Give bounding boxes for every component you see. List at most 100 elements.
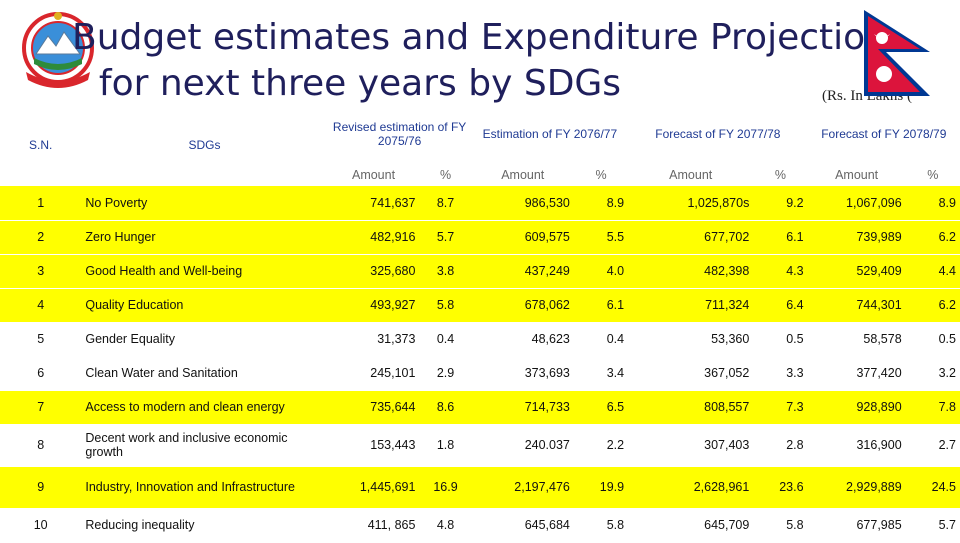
row-percent-2078: 4.4 [905, 254, 960, 289]
row-amount-2077: 1,025,870s [628, 186, 754, 221]
row-sdg: Gender Equality [81, 322, 328, 357]
row-amount-2078: 928,890 [807, 390, 906, 425]
row-amount-2076: 609,575 [471, 220, 574, 255]
row-percent-2078: 0.5 [905, 322, 960, 357]
row-amount-2076: 714,733 [471, 390, 574, 425]
row-percent-2077: 23.6 [753, 466, 808, 509]
row-sdg: Zero Hunger [81, 220, 328, 255]
table-row: 4 Quality Education 493,927 5.8 678,062 6.1 71… [0, 288, 960, 323]
title-line-1: Budget estimates and Expenditure Project… [72, 17, 888, 58]
row-percent-2076: 19.9 [573, 466, 629, 509]
header-sn: S.N. [0, 104, 82, 186]
subheader-percent: % [419, 164, 472, 186]
row-percent-2075: 5.8 [419, 288, 472, 323]
row-sdg: Access to modern and clean energy [81, 390, 328, 425]
row-percent-2076: 5.5 [573, 220, 629, 255]
row-sdg: Quality Education [81, 288, 328, 323]
row-amount-2077: 677,702 [628, 220, 754, 255]
row-amount-2077: 53,360 [628, 322, 754, 357]
subheader-amount: Amount [327, 164, 420, 186]
row-amount-2078: 377,420 [807, 356, 906, 391]
row-percent-2075: 2.9 [419, 356, 472, 391]
row-percent-2075: 8.6 [419, 390, 472, 425]
row-amount-2075: 31,373 [327, 322, 420, 357]
row-percent-2077: 2.8 [753, 424, 808, 467]
subheader-amount: Amount [807, 164, 906, 186]
row-sn: 5 [0, 322, 82, 357]
row-amount-2077: 808,557 [628, 390, 754, 425]
row-sdg: Industry, Innovation and Infrastructure [81, 466, 328, 509]
row-sn: 6 [0, 356, 82, 391]
row-percent-2078: 7.8 [905, 390, 960, 425]
row-percent-2075: 1.8 [419, 424, 472, 467]
subheader-percent: % [573, 164, 629, 186]
row-sn: 7 [0, 390, 82, 425]
row-sdg: Reducing inequality [81, 508, 328, 543]
row-percent-2077: 9.2 [753, 186, 808, 221]
row-sn: 10 [0, 508, 82, 543]
row-percent-2075: 4.8 [419, 508, 472, 543]
row-percent-2076: 3.4 [573, 356, 629, 391]
row-amount-2075: 325,680 [327, 254, 420, 289]
row-percent-2075: 3.8 [419, 254, 472, 289]
row-sn: 2 [0, 220, 82, 255]
row-amount-2076: 240.037 [471, 424, 574, 467]
row-amount-2078: 739,989 [807, 220, 906, 255]
row-percent-2075: 16.9 [419, 466, 472, 509]
row-amount-2076: 437,249 [471, 254, 574, 289]
table-row: 8 Decent work and inclusive economic grow… [0, 424, 960, 467]
row-percent-2077: 4.3 [753, 254, 808, 289]
row-amount-2075: 245,101 [327, 356, 420, 391]
row-percent-2077: 6.4 [753, 288, 808, 323]
row-amount-2077: 482,398 [628, 254, 754, 289]
row-amount-2075: 493,927 [327, 288, 420, 323]
row-percent-2076: 0.4 [573, 322, 629, 357]
row-percent-2075: 8.7 [419, 186, 472, 221]
row-sn: 8 [0, 424, 82, 467]
header-col4: Forecast of FY 2078/79 [807, 104, 960, 164]
row-percent-2078: 6.2 [905, 220, 960, 255]
row-amount-2075: 411, 865 [327, 508, 420, 543]
row-percent-2077: 7.3 [753, 390, 808, 425]
row-percent-2076: 8.9 [573, 186, 629, 221]
row-amount-2075: 153,443 [327, 424, 420, 467]
row-amount-2077: 307,403 [628, 424, 754, 467]
row-percent-2078: 24.5 [905, 466, 960, 509]
row-sdg: Clean Water and Sanitation [81, 356, 328, 391]
row-percent-2078: 5.7 [905, 508, 960, 543]
table-row: 7 Access to modern and clean energy 735,64… [0, 390, 960, 425]
table-row: 1 No Poverty 741,637 8.7 986,530 8.9 1,025,870… [0, 186, 960, 221]
table-row: 10 Reducing inequality 411, 865 4.8 645,684 5… [0, 508, 960, 543]
row-amount-2077: 711,324 [628, 288, 754, 323]
row-sdg: No Poverty [81, 186, 328, 221]
row-amount-2078: 744,301 [807, 288, 906, 323]
title-line-2: for next three years by SDGs [98, 63, 622, 104]
row-amount-2076: 645,684 [471, 508, 574, 543]
subheader-percent: % [753, 164, 808, 186]
row-amount-2077: 645,709 [628, 508, 754, 543]
row-amount-2076: 48,623 [471, 322, 574, 357]
row-amount-2078: 58,578 [807, 322, 906, 357]
nepal-flag [864, 10, 930, 96]
row-sdg: Good Health and Well-being [81, 254, 328, 289]
subheader-percent: % [905, 164, 960, 186]
row-amount-2076: 986,530 [471, 186, 574, 221]
subheader-amount: Amount [471, 164, 574, 186]
row-percent-2076: 6.5 [573, 390, 629, 425]
table-row: 2 Zero Hunger 482,916 5.7 609,575 5.5 677,702 6… [0, 220, 960, 255]
header-col3: Forecast of FY 2077/78 [628, 104, 808, 164]
row-percent-2076: 5.8 [573, 508, 629, 543]
table-row: 5 Gender Equality 31,373 0.4 48,623 0.4 53,360… [0, 322, 960, 357]
row-percent-2076: 2.2 [573, 424, 629, 467]
row-amount-2076: 373,693 [471, 356, 574, 391]
row-percent-2078: 8.9 [905, 186, 960, 221]
row-percent-2076: 6.1 [573, 288, 629, 323]
table-row: 9 Industry, Innovation and Infrastructure… [0, 466, 960, 509]
row-percent-2076: 4.0 [573, 254, 629, 289]
row-amount-2076: 2,197,476 [471, 466, 574, 509]
budget-table: S.N. SDGs Revised estimation of FY 2075/… [0, 104, 960, 543]
row-amount-2075: 1,445,691 [327, 466, 420, 509]
row-sn: 4 [0, 288, 82, 323]
row-amount-2078: 316,900 [807, 424, 906, 467]
row-percent-2078: 3.2 [905, 356, 960, 391]
